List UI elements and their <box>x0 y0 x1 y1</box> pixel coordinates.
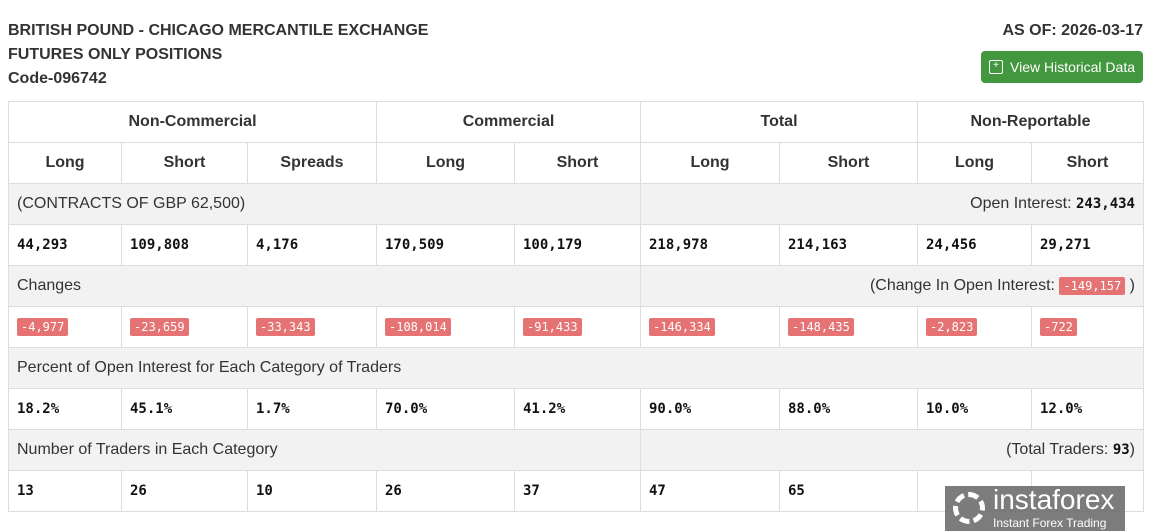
logo-tagline: Instant Forex Trading <box>993 516 1107 530</box>
report-title: BRITISH POUND - CHICAGO MERCANTILE EXCHA… <box>8 19 428 91</box>
position-cell: 100,179 <box>514 224 641 266</box>
percent-cell: 41.2% <box>514 388 641 430</box>
change-cell: -108,014 <box>376 306 515 348</box>
traders-cell: 47 <box>640 470 780 512</box>
change-cell: -4,977 <box>8 306 122 348</box>
change-badge: -4,977 <box>17 318 69 336</box>
button-label: View Historical Data <box>1010 59 1136 75</box>
group-header: Non-Commercial <box>8 101 377 143</box>
change-cell: -148,435 <box>779 306 918 348</box>
column-header: Long <box>917 142 1032 184</box>
open-interest: Open Interest: 243,434 <box>640 183 1144 225</box>
traders-cell: 26 <box>121 470 248 512</box>
instaforex-logo: instaforex Instant Forex Trading <box>945 484 1125 531</box>
change-cell: -722 <box>1031 306 1144 348</box>
change-badge: -91,433 <box>523 318 582 336</box>
traders-cell: 26 <box>376 470 515 512</box>
calendar-plus-icon: + <box>989 60 1003 74</box>
column-header: Long <box>8 142 122 184</box>
traders-cell: 37 <box>514 470 641 512</box>
change-badge: -148,435 <box>788 318 854 336</box>
as-of-date: AS OF: 2026-03-17 <box>1002 22 1143 39</box>
group-header: Commercial <box>376 101 641 143</box>
code-line: Code-096742 <box>8 70 107 87</box>
traders-label: Number of Traders in Each Category <box>8 429 641 471</box>
traders-cell: 13 <box>8 470 122 512</box>
title-line: BRITISH POUND - CHICAGO MERCANTILE EXCHA… <box>8 22 429 39</box>
change-badge: -23,659 <box>130 318 189 336</box>
change-badge: -146,334 <box>649 318 715 336</box>
position-cell: 170,509 <box>376 224 515 266</box>
position-cell: 214,163 <box>779 224 918 266</box>
changes-label: Changes <box>8 265 641 307</box>
change-badge: -33,343 <box>256 318 315 336</box>
percent-cell: 88.0% <box>779 388 918 430</box>
view-historical-data-button[interactable]: + View Historical Data <box>981 51 1143 83</box>
position-cell: 29,271 <box>1031 224 1144 266</box>
column-header: Short <box>121 142 248 184</box>
percent-cell: 90.0% <box>640 388 780 430</box>
column-header: Short <box>514 142 641 184</box>
change-cell: -146,334 <box>640 306 780 348</box>
contracts-label: (CONTRACTS OF GBP 62,500) <box>8 183 641 225</box>
cot-table: Non-Commercial Commercial Total Non-Repo… <box>8 101 1144 512</box>
column-header: Short <box>779 142 918 184</box>
percent-cell: 70.0% <box>376 388 515 430</box>
position-cell: 218,978 <box>640 224 780 266</box>
column-header: Long <box>640 142 780 184</box>
title-line: FUTURES ONLY POSITIONS <box>8 46 223 63</box>
change-cell: -91,433 <box>514 306 641 348</box>
change-open-interest: (Change In Open Interest: -149,157 ) <box>640 265 1144 307</box>
change-cell: -2,823 <box>917 306 1032 348</box>
traders-cell: 65 <box>779 470 918 512</box>
group-header: Non-Reportable <box>917 101 1144 143</box>
position-cell: 44,293 <box>8 224 122 266</box>
percent-cell: 45.1% <box>121 388 248 430</box>
change-badge: -2,823 <box>926 318 978 336</box>
position-cell: 4,176 <box>247 224 377 266</box>
percent-label: Percent of Open Interest for Each Catego… <box>8 347 1144 389</box>
total-traders: (Total Traders: 93) <box>640 429 1144 471</box>
group-header: Total <box>640 101 918 143</box>
position-cell: 24,456 <box>917 224 1032 266</box>
traders-cell: 10 <box>247 470 377 512</box>
column-header: Spreads <box>247 142 377 184</box>
column-header: Short <box>1031 142 1144 184</box>
percent-cell: 10.0% <box>917 388 1032 430</box>
change-badge: -108,014 <box>385 318 451 336</box>
change-cell: -23,659 <box>121 306 248 348</box>
percent-cell: 1.7% <box>247 388 377 430</box>
change-badge: -722 <box>1040 318 1077 336</box>
column-header: Long <box>376 142 515 184</box>
logo-name: instaforex <box>993 484 1115 515</box>
change-cell: -33,343 <box>247 306 377 348</box>
gear-logo-icon <box>953 492 985 524</box>
percent-cell: 18.2% <box>8 388 122 430</box>
percent-cell: 12.0% <box>1031 388 1144 430</box>
position-cell: 109,808 <box>121 224 248 266</box>
